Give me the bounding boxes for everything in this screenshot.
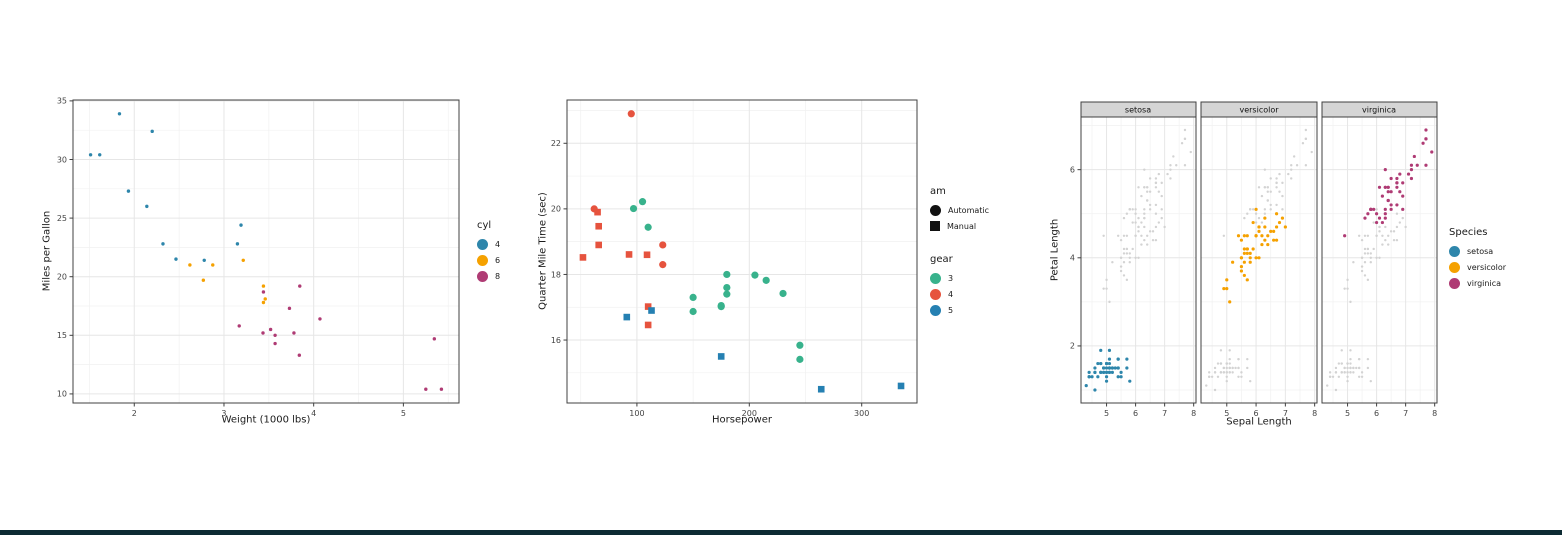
gear-legend: gear 3 4 5 [930,254,953,318]
fig2-panel: 100 200 300 16 18 20 22 [551,99,918,418]
x-tick-label: 2 [132,409,137,418]
x-tick-label: 6 [1133,409,1138,418]
bottom-window-edge-bar [0,530,1562,535]
am-legend: am Automatic Manual [930,186,989,234]
cyl-4-dot-icon [477,238,488,250]
legend-item-gear-3: 3 [930,270,953,286]
y-tick-label: 16 [551,336,561,345]
fig3-y-axis-title: Petal Length [1049,218,1061,282]
x-tick-label: 5 [1224,409,1229,418]
virginica-dot-icon [1449,277,1460,289]
x-tick-label: 3 [221,409,226,418]
x-tick-label: 8 [1312,409,1317,418]
fig3-facet-setosa: 5 6 7 8 2 4 6 [1070,101,1197,418]
x-tick-label: 100 [629,409,644,418]
y-tick-label: 18 [551,270,561,279]
x-tick-label: 8 [1191,409,1196,418]
fig3-facet-versicolor: 5 6 7 8 [1200,101,1318,418]
fig3-facet-virginica: 5 6 7 8 [1321,101,1438,418]
species-legend: Species setosa versicolor virginica [1449,227,1506,291]
fig1-y-axis-title: Miles per Gallon [41,210,53,292]
fig1-panel: 2 3 4 5 10 15 20 25 30 35 [57,97,460,418]
manual-square-icon [930,221,940,231]
setosa-dot-icon [1449,245,1460,257]
am-legend-title: am [930,186,946,197]
gear-3-dot-icon [930,272,941,284]
legend-item-gear-5: 5 [930,302,953,318]
species-legend-title: Species [1449,227,1488,238]
x-tick-label: 7 [1283,409,1288,418]
x-tick-label: 200 [742,409,757,418]
x-tick-label: 300 [854,409,869,418]
versicolor-dot-icon [1449,261,1460,273]
legend-item-gear-4: 4 [930,286,953,302]
legend-item-versicolor: versicolor [1449,259,1506,275]
cyl-6-dot-icon [477,254,488,266]
y-tick-label: 20 [57,273,67,282]
legend-item-cyl-8: 8 [477,268,500,284]
facet-strip-virginica: virginica [1362,105,1396,115]
y-tick-label: 20 [551,205,561,214]
fig2-x-axis-title: Horsepower [711,414,773,426]
x-tick-label: 6 [1374,409,1379,418]
legend-item-manual: Manual [930,218,989,234]
x-tick-label: 8 [1432,409,1437,418]
legend-item-automatic: Automatic [930,202,989,218]
x-tick-label: 5 [401,409,406,418]
gear-legend-title: gear [930,254,953,265]
fig2-y-axis-title: Quarter Mile Time (sec) [537,192,549,310]
cyl-legend-title: cyl [477,220,492,231]
x-tick-label: 6 [1254,409,1259,418]
x-tick-label: 4 [311,409,316,418]
y-tick-label: 10 [57,390,67,399]
legend-item-setosa: setosa [1449,243,1506,259]
gear-5-dot-icon [930,304,941,316]
x-tick-label: 5 [1345,409,1350,418]
cyl-8-dot-icon [477,270,488,282]
y-tick-label: 30 [57,155,67,164]
automatic-circle-icon [930,204,941,216]
fig1-x-axis-title: Weight (1000 lbs) [221,414,311,426]
y-tick-label: 35 [57,97,67,106]
legend-item-cyl-6: 6 [477,252,500,268]
y-tick-label: 6 [1070,165,1075,174]
x-tick-label: 7 [1162,409,1167,418]
y-tick-label: 15 [57,331,67,340]
fig3-x-axis-title: Sepal Length [1226,416,1292,428]
facet-strip-versicolor: versicolor [1239,105,1279,115]
facet-strip-setosa: setosa [1124,105,1152,115]
legend-item-virginica: virginica [1449,275,1506,291]
x-tick-label: 7 [1403,409,1408,418]
legend-item-cyl-4: 4 [477,236,500,252]
cyl-legend: cyl 4 6 8 [477,220,500,284]
y-tick-label: 22 [551,139,561,148]
gear-4-dot-icon [930,288,941,300]
x-tick-label: 5 [1104,409,1109,418]
y-tick-label: 2 [1070,342,1075,351]
y-tick-label: 25 [57,214,67,223]
y-tick-label: 4 [1070,254,1075,263]
